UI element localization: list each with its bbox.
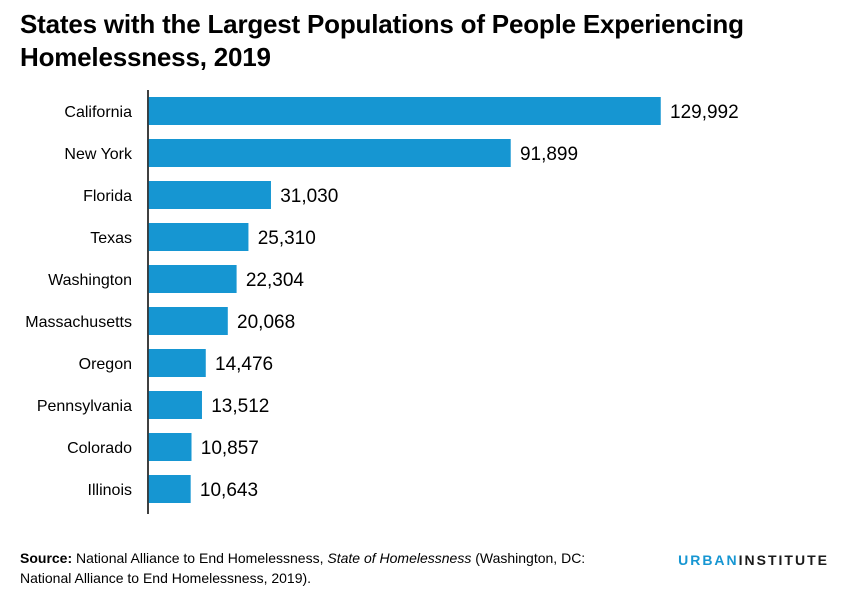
bar: [148, 223, 249, 251]
chart-title: States with the Largest Populations of P…: [20, 9, 744, 72]
category-label: Texas: [90, 230, 132, 247]
source-text: National Alliance to End Homelessness,: [72, 550, 328, 566]
bar: [148, 181, 271, 209]
category-label: Washington: [48, 272, 132, 289]
data-label: 10,643: [200, 480, 258, 501]
data-label: 10,857: [201, 438, 259, 459]
category-label: Colorado: [67, 440, 132, 457]
category-label: Massachusetts: [25, 314, 132, 331]
data-label: 14,476: [215, 354, 273, 375]
data-label: 129,992: [670, 102, 739, 123]
data-label: 31,030: [280, 186, 338, 207]
category-label: New York: [64, 146, 133, 163]
logo-urban: URBAN: [678, 552, 739, 568]
category-label: Oregon: [79, 356, 132, 373]
bar: [148, 97, 661, 125]
data-label: 91,899: [520, 144, 578, 165]
bar: [148, 265, 237, 293]
bar: [148, 475, 191, 503]
data-label: 13,512: [211, 396, 269, 417]
source-label: Source:: [20, 550, 73, 566]
data-label: 20,068: [237, 312, 295, 333]
data-label: 22,304: [246, 270, 305, 291]
category-label: California: [64, 104, 132, 121]
logo-institute: INSTITUTE: [738, 552, 829, 568]
bar: [148, 139, 511, 167]
bar: [148, 391, 202, 419]
data-label: 25,310: [258, 228, 316, 249]
bar: [148, 433, 192, 461]
urban-institute-logo: URBANINSTITUTE: [678, 552, 829, 568]
bar: [148, 349, 206, 377]
source-publication: State of Homelessness: [327, 550, 472, 566]
bar: [148, 307, 228, 335]
category-label: Illinois: [88, 482, 132, 499]
category-label: Pennsylvania: [37, 398, 132, 415]
category-label: Florida: [83, 188, 132, 205]
source-note: Source: National Alliance to End Homeles…: [20, 548, 640, 588]
source-citation: (Washington, DC: National Alliance to En…: [20, 550, 586, 586]
